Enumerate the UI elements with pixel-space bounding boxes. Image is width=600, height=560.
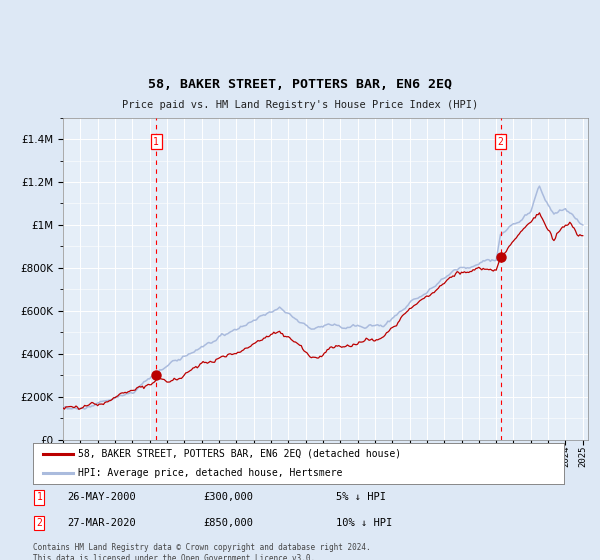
Text: £850,000: £850,000 (203, 518, 253, 528)
Text: Contains HM Land Registry data © Crown copyright and database right 2024.
This d: Contains HM Land Registry data © Crown c… (33, 543, 371, 560)
Text: Price paid vs. HM Land Registry's House Price Index (HPI): Price paid vs. HM Land Registry's House … (122, 100, 478, 110)
Text: HPI: Average price, detached house, Hertsmere: HPI: Average price, detached house, Hert… (78, 468, 343, 478)
Text: 27-MAR-2020: 27-MAR-2020 (68, 518, 136, 528)
Text: 1: 1 (37, 492, 43, 502)
Text: 26-MAY-2000: 26-MAY-2000 (68, 492, 136, 502)
Text: 2: 2 (37, 518, 43, 528)
Text: 2: 2 (497, 137, 503, 147)
Text: 58, BAKER STREET, POTTERS BAR, EN6 2EQ: 58, BAKER STREET, POTTERS BAR, EN6 2EQ (148, 78, 452, 91)
Text: 10% ↓ HPI: 10% ↓ HPI (335, 518, 392, 528)
Text: 5% ↓ HPI: 5% ↓ HPI (335, 492, 386, 502)
Text: 1: 1 (153, 137, 159, 147)
Text: £300,000: £300,000 (203, 492, 253, 502)
Text: 58, BAKER STREET, POTTERS BAR, EN6 2EQ (detached house): 58, BAKER STREET, POTTERS BAR, EN6 2EQ (… (78, 449, 401, 459)
